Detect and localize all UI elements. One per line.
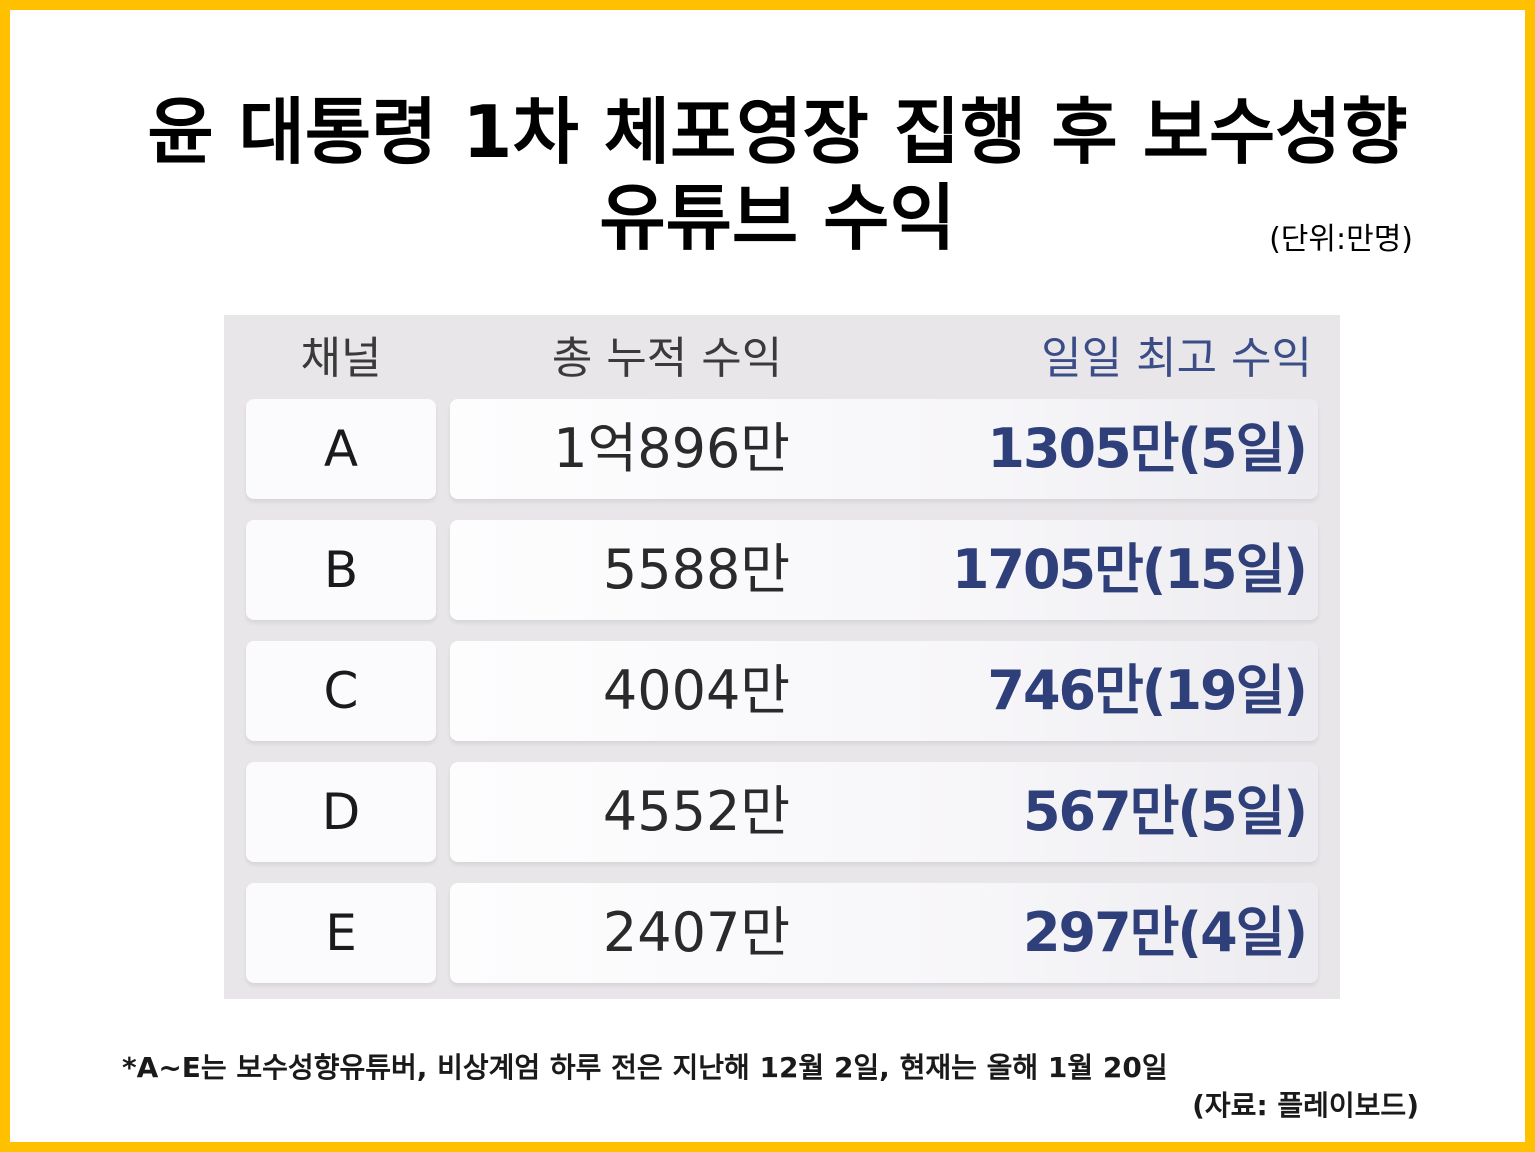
revenue-cell: 2407만 297만(4일) [450,883,1318,983]
header-total-revenue: 총 누적 수익 [551,333,783,384]
table-row: B 5588만 1705만(15일) [246,520,1318,620]
unit-label: (단위:만명) [1269,222,1413,257]
total-revenue-value: 2407만 [602,901,790,964]
daily-max-revenue-value: 1705만(15일) [951,538,1308,601]
total-revenue-value: 4552만 [602,780,790,843]
channel-cell: E [246,883,436,983]
table-row: E 2407만 297만(4일) [246,883,1318,983]
channel-cell: B [246,520,436,620]
daily-max-revenue-value: 297만(4일) [1022,901,1308,964]
title-line-1: 윤 대통령 1차 체포영장 집행 후 보수성향 [147,90,1408,174]
source-credit: (자료: 플레이보드) [1192,1089,1419,1122]
channel-cell: A [246,399,436,499]
revenue-table: 채널 총 누적 수익 일일 최고 수익 A 1억896만 1305만(5일) B… [224,315,1340,999]
header-channel: 채널 [300,333,382,384]
total-revenue-value: 5588만 [602,538,790,601]
title-line-2: 유튜브 수익 [599,176,956,260]
total-revenue-value: 1억896만 [553,417,790,480]
channel-name: E [325,904,357,962]
table-row: C 4004만 746만(19일) [246,641,1318,741]
table-row: D 4552만 567만(5일) [246,762,1318,862]
daily-max-revenue-value: 1305만(5일) [987,417,1308,480]
revenue-cell: 4552만 567만(5일) [450,762,1318,862]
footnote: *A~E는 보수성향유튜버, 비상계엄 하루 전은 지난해 12월 2일, 현재… [122,1051,1168,1084]
total-revenue-value: 4004만 [602,659,790,722]
revenue-cell: 4004만 746만(19일) [450,641,1318,741]
channel-cell: D [246,762,436,862]
channel-name: A [323,420,359,478]
daily-max-revenue-value: 567만(5일) [1022,780,1308,843]
table-row: A 1억896만 1305만(5일) [246,399,1318,499]
daily-max-revenue-value: 746만(19일) [987,659,1308,722]
revenue-cell: 1억896만 1305만(5일) [450,399,1318,499]
channel-name: C [323,662,359,720]
revenue-cell: 5588만 1705만(15일) [450,520,1318,620]
channel-cell: C [246,641,436,741]
header-daily-max-revenue: 일일 최고 수익 [1041,333,1312,384]
channel-name: D [321,783,361,841]
channel-name: B [323,541,359,599]
